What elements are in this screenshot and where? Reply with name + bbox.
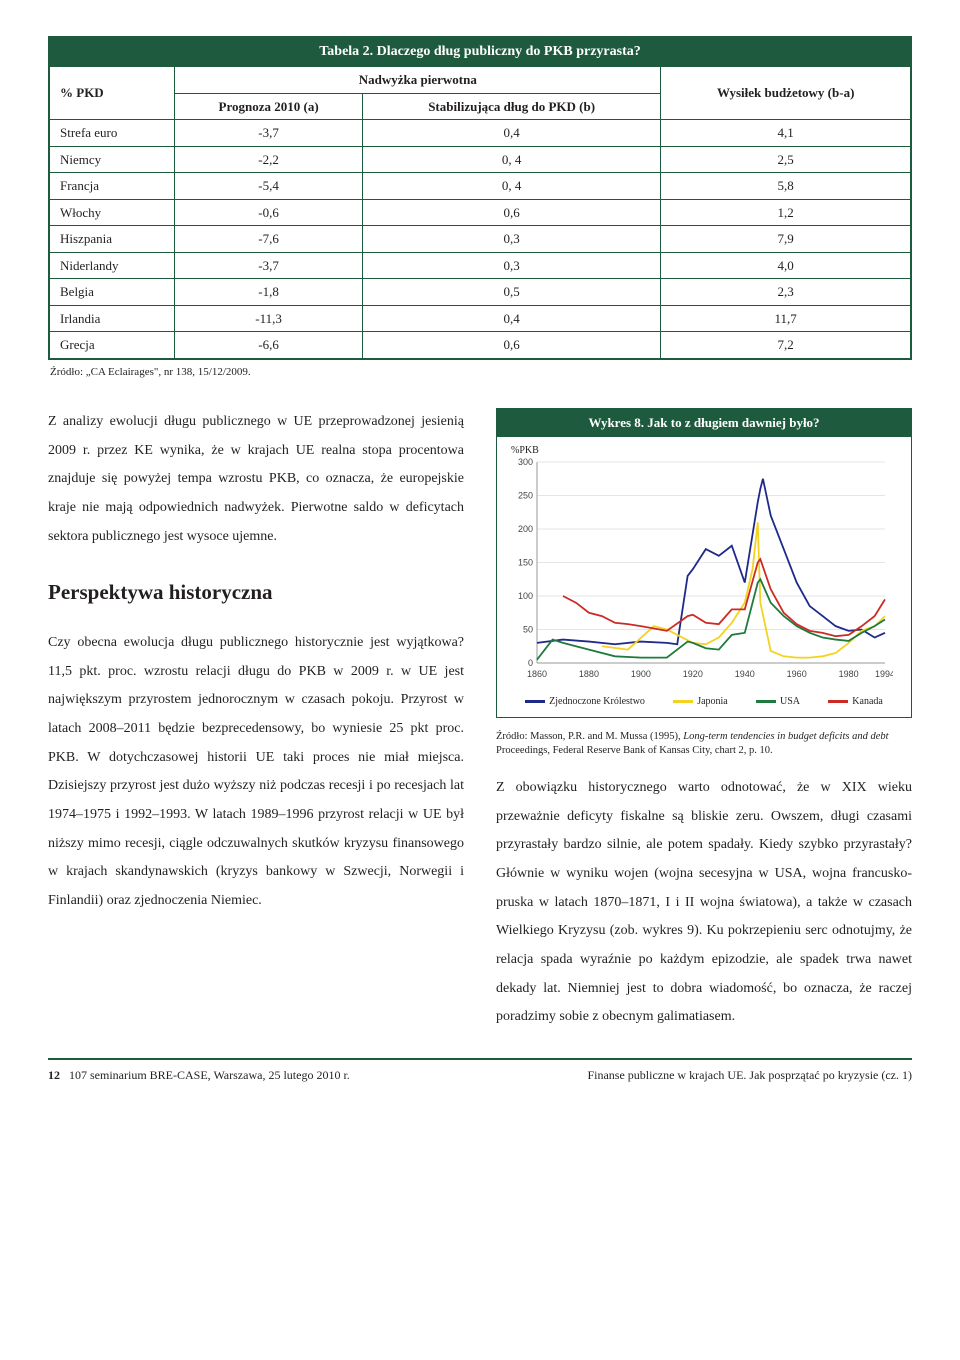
svg-text:1860: 1860 <box>527 669 547 679</box>
paragraph-analysis: Z analizy ewolucji długu publicznego w U… <box>48 408 464 551</box>
legend-item: Kanada <box>828 694 883 709</box>
cell-b: 0,6 <box>362 199 660 226</box>
col-prognoza: Prognoza 2010 (a) <box>175 93 363 120</box>
col-wysilek: Wysiłek budżetowy (b-a) <box>661 67 911 120</box>
chart-title: Wykres 8. Jak to z długiem dawniej było? <box>497 409 911 437</box>
svg-text:300: 300 <box>518 458 533 467</box>
cell-country: Francja <box>50 173 175 200</box>
svg-text:1940: 1940 <box>735 669 755 679</box>
cell-a: -1,8 <box>175 279 363 306</box>
cell-d: 7,9 <box>661 226 911 253</box>
heading-perspektywa: Perspektywa historyczna <box>48 577 464 609</box>
cell-a: -2,2 <box>175 146 363 173</box>
legend-item: USA <box>756 694 800 709</box>
right-column: Wykres 8. Jak to z długiem dawniej było?… <box>496 408 912 1032</box>
svg-text:1960: 1960 <box>787 669 807 679</box>
cell-a: -6,6 <box>175 332 363 359</box>
svg-text:1900: 1900 <box>631 669 651 679</box>
cell-a: -3,7 <box>175 252 363 279</box>
col-stabilizujaca: Stabilizująca dług do PKD (b) <box>362 93 660 120</box>
cell-country: Grecja <box>50 332 175 359</box>
cell-b: 0,3 <box>362 252 660 279</box>
legend-item: Zjednoczone Królestwo <box>525 694 645 709</box>
cell-b: 0,4 <box>362 305 660 332</box>
cell-country: Hiszpania <box>50 226 175 253</box>
cell-d: 2,3 <box>661 279 911 306</box>
cell-b: 0, 4 <box>362 146 660 173</box>
cell-b: 0,3 <box>362 226 660 253</box>
paragraph-historical-2: Z obowiązku historycznego warto odnotowa… <box>496 774 912 1032</box>
cell-a: -3,7 <box>175 120 363 147</box>
footer-left-text: 107 seminarium BRE-CASE, Warszawa, 25 lu… <box>69 1068 350 1082</box>
footer-right: Finanse publiczne w krajach UE. Jak posp… <box>587 1066 912 1084</box>
cell-b: 0,5 <box>362 279 660 306</box>
cell-country: Niderlandy <box>50 252 175 279</box>
svg-text:250: 250 <box>518 490 533 500</box>
cell-d: 4,0 <box>661 252 911 279</box>
svg-text:1980: 1980 <box>839 669 859 679</box>
cell-a: -5,4 <box>175 173 363 200</box>
table-2: Tabela 2. Dlaczego dług publiczny do PKB… <box>48 36 912 360</box>
cell-d: 5,8 <box>661 173 911 200</box>
chart-ylabel: %PKB <box>511 443 905 458</box>
svg-text:0: 0 <box>528 658 533 668</box>
chart-legend: Zjednoczone Królestwo Japonia USA Kanada <box>503 694 905 709</box>
svg-text:150: 150 <box>518 557 533 567</box>
chart-source: Źródło: Masson, P.R. and M. Mussa (1995)… <box>496 730 912 758</box>
cell-d: 7,2 <box>661 332 911 359</box>
chart-plot: 0 50 100 150 200 250 300 1860 1880 1900 1920 1940 19… <box>503 458 893 683</box>
table-source: Źródło: „CA Eclairages", nr 138, 15/12/2… <box>50 364 912 381</box>
cell-a: -7,6 <box>175 226 363 253</box>
svg-text:1920: 1920 <box>683 669 703 679</box>
debt-table: % PKD Nadwyżka pierwotna Wysiłek budżeto… <box>49 66 911 359</box>
svg-text:50: 50 <box>523 624 533 634</box>
cell-b: 0, 4 <box>362 173 660 200</box>
table-row: Francja-5,40, 45,8 <box>50 173 911 200</box>
table-row: Niemcy-2,20, 42,5 <box>50 146 911 173</box>
col-nadwyzka: Nadwyżka pierwotna <box>175 67 661 94</box>
cell-country: Niemcy <box>50 146 175 173</box>
svg-text:200: 200 <box>518 524 533 534</box>
table-row: Niderlandy-3,70,34,0 <box>50 252 911 279</box>
paragraph-historical-1: Czy obecna ewolucja długu publicznego hi… <box>48 629 464 916</box>
legend-item: Japonia <box>673 694 728 709</box>
table-row: Grecja-6,60,67,2 <box>50 332 911 359</box>
cell-b: 0,4 <box>362 120 660 147</box>
cell-d: 4,1 <box>661 120 911 147</box>
svg-text:100: 100 <box>518 591 533 601</box>
table-title: Tabela 2. Dlaczego dług publiczny do PKB… <box>49 37 911 66</box>
cell-a: -0,6 <box>175 199 363 226</box>
cell-country: Belgia <box>50 279 175 306</box>
table-row: Hiszpania-7,60,37,9 <box>50 226 911 253</box>
cell-d: 2,5 <box>661 146 911 173</box>
cell-country: Włochy <box>50 199 175 226</box>
chart-8: Wykres 8. Jak to z długiem dawniej było?… <box>496 408 912 718</box>
cell-b: 0,6 <box>362 332 660 359</box>
svg-text:1880: 1880 <box>579 669 599 679</box>
left-column: Z analizy ewolucji długu publicznego w U… <box>48 408 464 1032</box>
cell-d: 11,7 <box>661 305 911 332</box>
table-row: Belgia-1,80,52,3 <box>50 279 911 306</box>
svg-text:1994: 1994 <box>875 669 893 679</box>
table-row: Strefa euro-3,70,44,1 <box>50 120 911 147</box>
cell-country: Strefa euro <box>50 120 175 147</box>
cell-d: 1,2 <box>661 199 911 226</box>
table-row: Irlandia-11,30,411,7 <box>50 305 911 332</box>
page-footer: 12 107 seminarium BRE-CASE, Warszawa, 25… <box>48 1058 912 1084</box>
table-row: Włochy-0,60,61,2 <box>50 199 911 226</box>
page-number: 12 <box>48 1068 60 1082</box>
footer-left: 12 107 seminarium BRE-CASE, Warszawa, 25… <box>48 1066 350 1084</box>
cell-a: -11,3 <box>175 305 363 332</box>
col-pkd: % PKD <box>50 67 175 120</box>
cell-country: Irlandia <box>50 305 175 332</box>
